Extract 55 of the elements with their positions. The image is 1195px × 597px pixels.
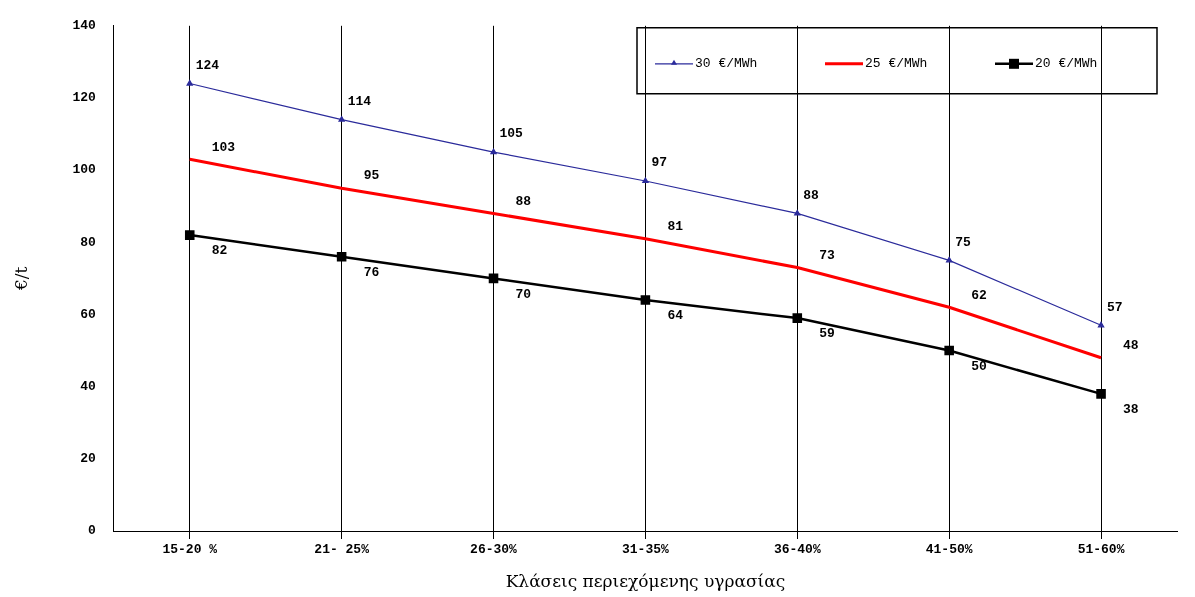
x-tick-label: 15-20 % (162, 542, 218, 558)
x-tick-label: 31-35% (622, 542, 669, 558)
data-label: 81 (667, 218, 684, 234)
y-tick-label: 60 (80, 306, 96, 322)
y-tick-label: 20 (80, 451, 96, 467)
data-label: 75 (955, 234, 971, 250)
legend-label: 30 €/MWh (695, 56, 758, 72)
x-tick-label: 21- 25% (314, 542, 370, 558)
x-tick-label: 51-60% (1077, 542, 1125, 558)
data-label: 82 (211, 243, 228, 259)
x-tick-label: 41-50% (925, 542, 973, 558)
x-axis-title: Κλάσεις περιεχόμενης υγρασίας (505, 571, 786, 592)
data-label: 124 (195, 57, 220, 73)
legend-label: 20 €/MWh (1035, 56, 1098, 72)
data-label: 57 (1107, 299, 1123, 315)
y-axis-title: €/t (10, 266, 31, 292)
x-tick-label: 26-30% (470, 542, 518, 558)
point (640, 295, 651, 305)
point (490, 148, 497, 155)
point (488, 273, 499, 284)
data-label: 48 (1123, 338, 1139, 354)
point (792, 313, 803, 323)
y-tick-label: 40 (80, 378, 96, 394)
data-label: 70 (515, 286, 532, 302)
data-label: 76 (363, 265, 380, 281)
point (794, 209, 801, 216)
legend-label: 25 €/MWh (865, 56, 928, 72)
data-label: 88 (803, 187, 820, 203)
y-tick-label: 120 (72, 90, 96, 106)
point (642, 177, 649, 184)
data-label: 97 (651, 155, 668, 171)
point (1096, 389, 1106, 399)
y-tick-label: 100 (72, 162, 96, 178)
data-label: 38 (1123, 402, 1139, 418)
data-label: 105 (499, 126, 524, 142)
point (184, 230, 195, 240)
x-tick-label: 36-40% (773, 542, 821, 558)
point (338, 116, 345, 122)
data-label: 50 (971, 358, 987, 374)
data-label: 114 (347, 93, 372, 109)
point (945, 256, 953, 263)
data-label: 103 (211, 139, 236, 155)
point (336, 251, 347, 262)
data-label: 64 (667, 308, 684, 324)
data-label: 62 (971, 287, 987, 303)
data-label: 59 (819, 326, 836, 342)
data-label: 73 (819, 247, 836, 263)
y-tick-label: 140 (72, 18, 96, 34)
y-tick-label: 80 (80, 234, 96, 250)
point (1097, 321, 1105, 328)
data-label: 95 (363, 168, 380, 184)
point (944, 345, 954, 356)
point (186, 79, 193, 86)
data-label: 88 (515, 193, 532, 209)
y-tick-label: 0 (87, 523, 96, 539)
